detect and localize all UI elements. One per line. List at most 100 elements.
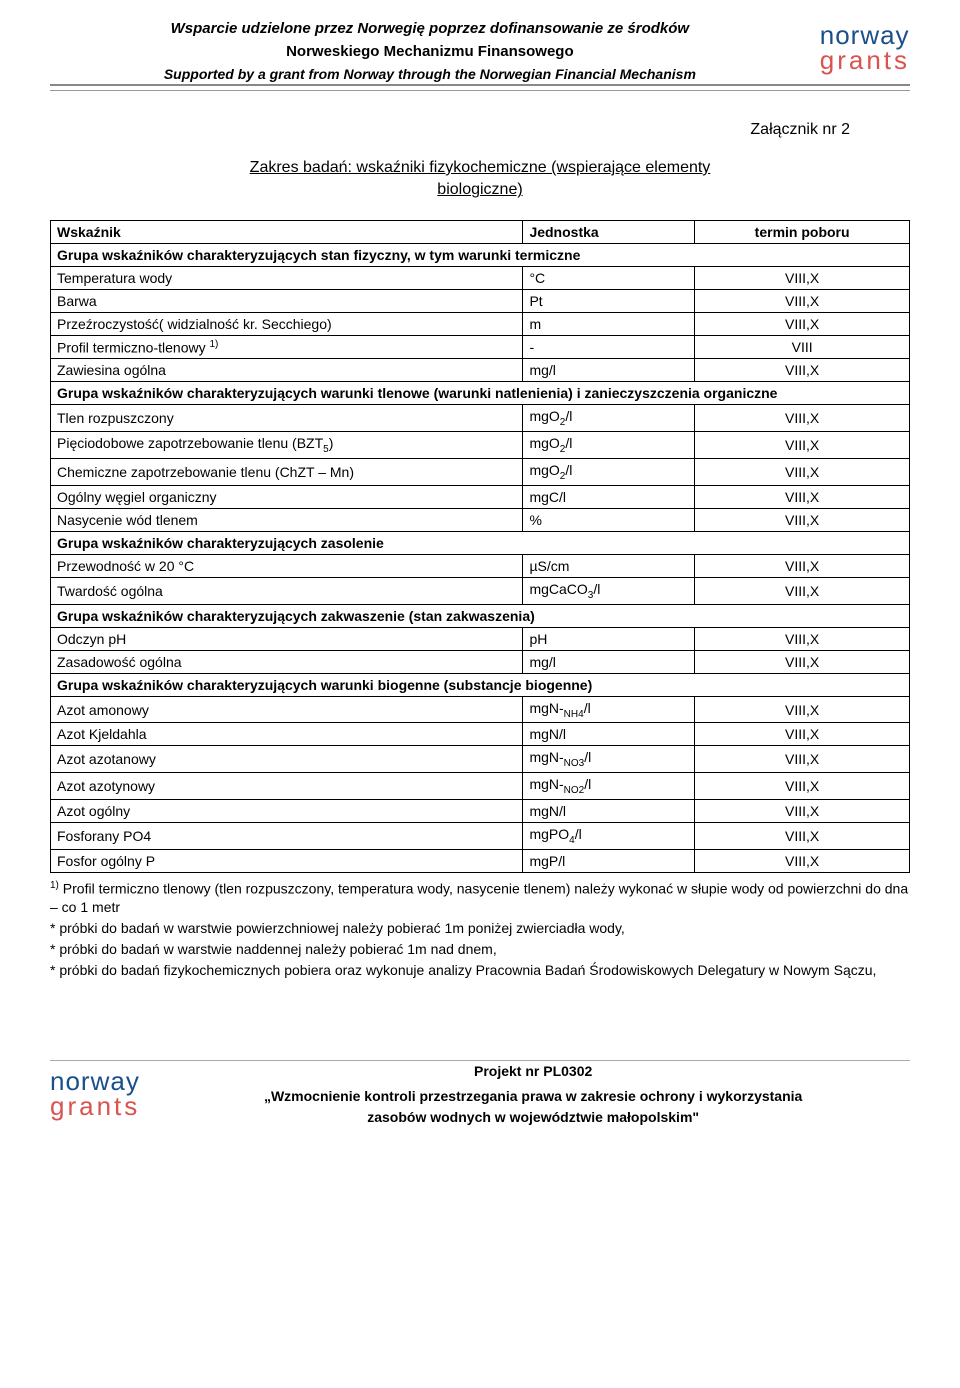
indicator-unit: mg/l [523, 359, 695, 382]
footer-quote-1: „Wzmocnienie kontroli przestrzegania pra… [156, 1086, 910, 1107]
page-header: Wsparcie udzielone przez Norwegię poprze… [50, 20, 910, 86]
indicator-term: VIII,X [695, 577, 910, 604]
indicator-term: VIII,X [695, 554, 910, 577]
table-row: Azot KjeldahlamgN/lVIII,X [51, 723, 910, 746]
indicator-name: Barwa [51, 289, 523, 312]
header-divider [50, 90, 910, 91]
indicator-term: VIII,X [695, 773, 910, 800]
indicator-name: Azot Kjeldahla [51, 723, 523, 746]
col-header-1: Wskaźnik [51, 220, 523, 243]
indicator-term: VIII,X [695, 696, 910, 723]
table-row: Azot azotynowymgN-NO2/lVIII,X [51, 773, 910, 800]
indicator-unit: mgN-NO3/l [523, 746, 695, 773]
indicator-unit: mgN-NH4/l [523, 696, 695, 723]
group-title: Grupa wskaźników charakteryzujących waru… [51, 673, 910, 696]
col-header-3: termin poboru [695, 220, 910, 243]
indicator-name: Azot ogólny [51, 800, 523, 823]
group-header-row: Grupa wskaźników charakteryzujących zaso… [51, 531, 910, 554]
group-title: Grupa wskaźników charakteryzujących stan… [51, 243, 910, 266]
attachment-label: Załącznik nr 2 [50, 121, 910, 139]
table-row: Zawiesina ogólnamg/lVIII,X [51, 359, 910, 382]
indicator-name: Fosfor ogólny P [51, 849, 523, 872]
footer-text: Projekt nr PL0302 „Wzmocnienie kontroli … [156, 1061, 910, 1128]
page-footer: norway grants Projekt nr PL0302 „Wzmocni… [50, 1060, 910, 1128]
table-row: Profil termiczno-tlenowy 1)-VIII [51, 335, 910, 359]
indicator-name: Pięciodobowe zapotrzebowanie tlenu (BZT5… [51, 432, 523, 459]
norway-grants-logo-bottom: norway grants [50, 1066, 140, 1122]
group-header-row: Grupa wskaźników charakteryzujących stan… [51, 243, 910, 266]
col-header-2: Jednostka [523, 220, 695, 243]
indicator-unit: - [523, 335, 695, 359]
header-line-1: Wsparcie udzielone przez Norwegię poprze… [50, 20, 810, 37]
group-header-row: Grupa wskaźników charakteryzujących zakw… [51, 604, 910, 627]
norway-grants-logo-top: norway grants [820, 20, 910, 76]
table-row: Odczyn pHpHVIII,X [51, 627, 910, 650]
indicator-unit: mgN-NO2/l [523, 773, 695, 800]
indicators-table: WskaźnikJednostkatermin poboruGrupa wska… [50, 220, 910, 873]
indicator-name: Przewodność w 20 °C [51, 554, 523, 577]
table-row: Ogólny węgiel organicznymgC/lVIII,X [51, 485, 910, 508]
table-row: Azot amonowymgN-NH4/lVIII,X [51, 696, 910, 723]
table-row: BarwaPtVIII,X [51, 289, 910, 312]
indicator-unit: mgP/l [523, 849, 695, 872]
indicator-term: VIII,X [695, 627, 910, 650]
indicator-term: VIII,X [695, 800, 910, 823]
indicator-unit: °C [523, 266, 695, 289]
indicator-term: VIII,X [695, 823, 910, 850]
header-line-3: Supported by a grant from Norway through… [50, 66, 810, 82]
table-row: Twardość ogólnamgCaCO3/lVIII,X [51, 577, 910, 604]
indicator-name: Nasycenie wód tlenem [51, 508, 523, 531]
table-row: Tlen rozpuszczonymgO2/lVIII,X [51, 405, 910, 432]
indicator-name: Zawiesina ogólna [51, 359, 523, 382]
table-row: Fosforany PO4mgPO4/lVIII,X [51, 823, 910, 850]
indicator-term: VIII,X [695, 432, 910, 459]
footnote-line: * próbki do badań w warstwie powierzchni… [50, 919, 910, 938]
section-title: Zakres badań: wskaźniki fizykochemiczne … [50, 157, 910, 202]
indicator-name: Chemiczne zapotrzebowanie tlenu (ChZT – … [51, 459, 523, 486]
indicator-name: Tlen rozpuszczony [51, 405, 523, 432]
footnote-line: * próbki do badań fizykochemicznych pobi… [50, 961, 910, 980]
indicator-unit: pH [523, 627, 695, 650]
indicator-unit: mgO2/l [523, 432, 695, 459]
footnotes: 1) Profil termiczno tlenowy (tlen rozpus… [50, 879, 910, 980]
indicator-name: Przeźroczystość( widzialność kr. Secchie… [51, 312, 523, 335]
indicator-unit: Pt [523, 289, 695, 312]
logo-word-grants-bottom: grants [50, 1091, 140, 1122]
indicator-unit: mgN/l [523, 723, 695, 746]
indicator-term: VIII,X [695, 312, 910, 335]
indicator-name: Fosforany PO4 [51, 823, 523, 850]
table-row: Fosfor ogólny PmgP/lVIII,X [51, 849, 910, 872]
table-row: Nasycenie wód tlenem%VIII,X [51, 508, 910, 531]
table-row: Chemiczne zapotrzebowanie tlenu (ChZT – … [51, 459, 910, 486]
indicator-term: VIII,X [695, 650, 910, 673]
indicator-unit: mgPO4/l [523, 823, 695, 850]
table-row: Azot azotanowymgN-NO3/lVIII,X [51, 746, 910, 773]
indicator-name: Ogólny węgiel organiczny [51, 485, 523, 508]
indicator-name: Azot amonowy [51, 696, 523, 723]
table-row: Zasadowość ogólnamg/lVIII,X [51, 650, 910, 673]
indicator-unit: mgO2/l [523, 459, 695, 486]
indicator-unit: mgN/l [523, 800, 695, 823]
indicator-name: Odczyn pH [51, 627, 523, 650]
indicator-term: VIII,X [695, 359, 910, 382]
section-title-line2: biologiczne) [437, 181, 522, 198]
indicator-name: Azot azotynowy [51, 773, 523, 800]
indicator-term: VIII,X [695, 485, 910, 508]
indicator-term: VIII [695, 335, 910, 359]
indicator-unit: mgC/l [523, 485, 695, 508]
indicator-unit: mgCaCO3/l [523, 577, 695, 604]
table-row: Pięciodobowe zapotrzebowanie tlenu (BZT5… [51, 432, 910, 459]
group-title: Grupa wskaźników charakteryzujących waru… [51, 382, 910, 405]
indicator-term: VIII,X [695, 746, 910, 773]
table-header-row: WskaźnikJednostkatermin poboru [51, 220, 910, 243]
footer-project: Projekt nr PL0302 [156, 1061, 910, 1082]
indicator-unit: % [523, 508, 695, 531]
indicator-unit: µS/cm [523, 554, 695, 577]
indicator-unit: m [523, 312, 695, 335]
group-title: Grupa wskaźników charakteryzujących zakw… [51, 604, 910, 627]
header-text-block: Wsparcie udzielone przez Norwegię poprze… [50, 20, 810, 82]
indicator-name: Temperatura wody [51, 266, 523, 289]
indicator-term: VIII,X [695, 289, 910, 312]
footer-quote-2: zasobów wodnych w województwie małopolsk… [156, 1107, 910, 1128]
indicator-name: Twardość ogólna [51, 577, 523, 604]
